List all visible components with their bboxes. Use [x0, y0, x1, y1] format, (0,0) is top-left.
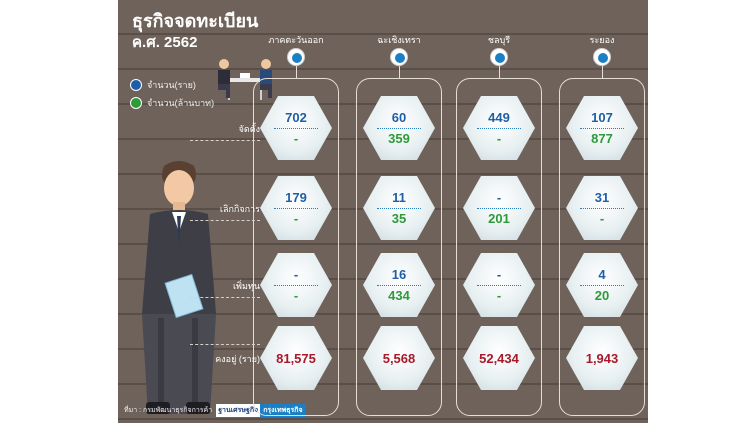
cell-divider [377, 284, 421, 286]
value-cell: - 201 [463, 176, 535, 240]
total-value: 52,434 [479, 350, 519, 366]
cell-divider [477, 284, 521, 286]
cell-divider [580, 127, 624, 129]
publisher-logo: ฐานเศรษฐกิจ กรุงเทพธุรกิจ [216, 404, 306, 417]
infographic: ธุรกิจจดทะเบียน ค.ศ. 2562 จำนวน(ราย) จำน… [118, 0, 648, 423]
capital-value: - [496, 287, 502, 303]
total-value: 5,568 [382, 350, 416, 366]
count-value: 449 [488, 109, 510, 125]
legend-item-capital: จำนวน(ล้านบาท) [130, 94, 214, 112]
source-note: ที่มา : กรมพัฒนาธุรกิจการค้า ฐานเศรษฐกิจ… [124, 404, 306, 417]
row-guide-line [190, 140, 260, 141]
page-subtitle: ค.ศ. 2562 [132, 34, 198, 51]
legend: จำนวน(ราย) จำนวน(ล้านบาท) [130, 76, 214, 112]
value-cell: 179 - [260, 176, 332, 240]
blue-dot-icon [130, 79, 142, 91]
column-frame [356, 78, 442, 416]
count-value: 31 [594, 189, 610, 205]
cell-divider [477, 127, 521, 129]
row-label-0: จัดตั้ง [238, 124, 260, 134]
capital-value: - [599, 210, 605, 226]
count-value: - [496, 266, 502, 282]
capital-value: 201 [488, 210, 510, 226]
row-label-1: เลิกกิจการ [219, 204, 260, 214]
cell-divider [377, 127, 421, 129]
capital-value: - [293, 287, 299, 303]
count-value: 4 [598, 266, 606, 282]
count-value: - [293, 266, 299, 282]
green-dot-icon [130, 97, 142, 109]
pin-stem [296, 66, 297, 78]
cell-divider [580, 284, 624, 286]
capital-value: 359 [388, 130, 410, 146]
cell-divider [274, 284, 318, 286]
row-label-total: คงอยู่ (ราย) [215, 354, 260, 364]
pin-icon [593, 48, 611, 66]
capital-value: 877 [591, 130, 613, 146]
row-label-2: เพิ่มทุน [232, 281, 260, 291]
total-value: 1,943 [585, 350, 619, 366]
count-value: - [496, 189, 502, 205]
pin-stem [399, 66, 400, 78]
column-header-2: ชลบุรี [487, 35, 511, 45]
cell-divider [274, 207, 318, 209]
page-title: ธุรกิจจดทะเบียน [132, 11, 259, 31]
legend-item-count: จำนวน(ราย) [130, 76, 214, 94]
source-text: ที่มา : กรมพัฒนาธุรกิจการค้า [124, 407, 213, 414]
row-guide-line [190, 220, 260, 221]
count-value: 11 [392, 189, 406, 205]
count-value: 60 [391, 109, 407, 125]
legend-label-count: จำนวน(ราย) [147, 80, 196, 90]
column-frame [253, 78, 339, 416]
count-value: 16 [391, 266, 407, 282]
capital-value: - [496, 130, 502, 146]
column-frame [559, 78, 645, 416]
capital-value: 35 [391, 210, 407, 226]
column-header-3: ระยอง [589, 35, 615, 45]
businessman-illustration [142, 161, 216, 414]
row-guide-line [190, 344, 260, 345]
pin-stem [499, 66, 500, 78]
count-value: 107 [591, 109, 613, 125]
pin-icon [490, 48, 508, 66]
logo-part-b: กรุงเทพธุรกิจ [260, 404, 306, 417]
total-value: 81,575 [276, 350, 316, 366]
capital-value: - [293, 130, 299, 146]
count-value: 179 [285, 189, 307, 205]
logo-part-a: ฐานเศรษฐกิจ [216, 404, 261, 417]
cell-divider [477, 207, 521, 209]
capital-value: - [293, 210, 299, 226]
column-header-1: ฉะเชิงเทรา [377, 35, 421, 45]
capital-value: 20 [594, 287, 610, 303]
pin-icon [390, 48, 408, 66]
legend-label-capital: จำนวน(ล้านบาท) [147, 98, 215, 108]
cell-divider [274, 127, 318, 129]
value-cell: 31 - [566, 176, 638, 240]
cell-divider [377, 207, 421, 209]
pin-stem [602, 66, 603, 78]
row-guide-line [190, 297, 260, 298]
column-header-0: ภาคตะวันออก [268, 35, 324, 45]
capital-value: 434 [388, 287, 410, 303]
value-cell: 11 35 [363, 176, 435, 240]
count-value: 702 [285, 109, 307, 125]
column-frame [456, 78, 542, 416]
cell-divider [580, 207, 624, 209]
pin-icon [287, 48, 305, 66]
